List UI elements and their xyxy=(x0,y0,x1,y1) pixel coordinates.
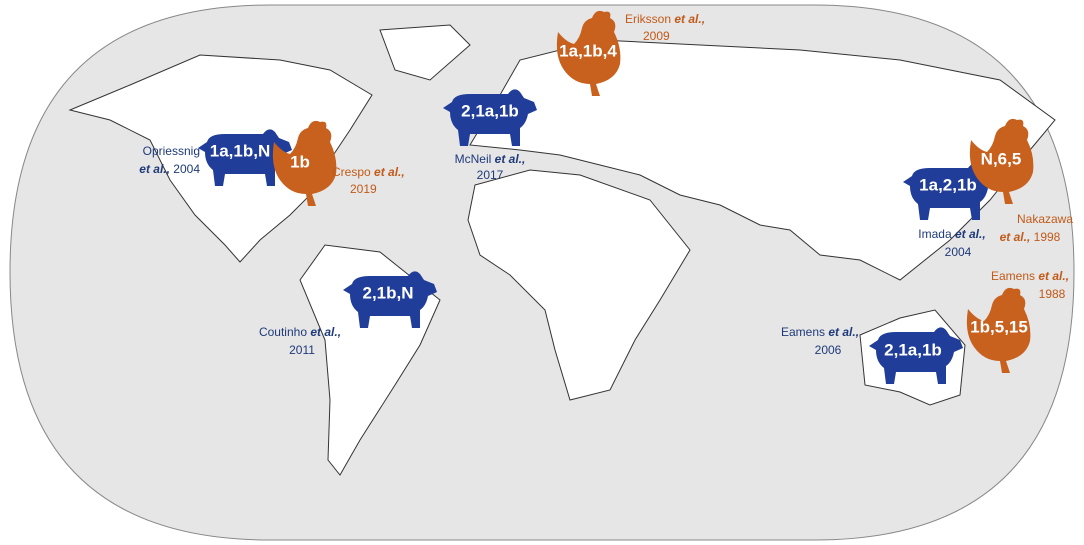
citation-etal: et al., xyxy=(828,325,859,339)
citation-etal: et al., xyxy=(955,227,986,241)
citation-etal: et al., xyxy=(495,152,526,166)
citation: Nakazawa xyxy=(1017,212,1073,226)
citation-year: 2019 xyxy=(350,182,377,196)
citation-author: Eriksson xyxy=(625,12,671,26)
citation-year: 2006 xyxy=(815,343,842,357)
eurasia xyxy=(469,39,1056,281)
serotype-label: 1a,1b,N xyxy=(210,141,270,160)
citation-year: 2011 xyxy=(289,343,315,357)
citation-author: Opriessnig xyxy=(143,144,200,158)
citation-author: Eamens xyxy=(781,325,825,339)
citation-author: Eamens xyxy=(991,269,1035,283)
citation: 2004 xyxy=(945,245,972,259)
africa xyxy=(467,169,691,401)
citation-author: Crespo xyxy=(332,165,371,179)
citation: 2011 xyxy=(289,343,315,357)
citation: McNeil et al., xyxy=(455,152,526,166)
serotype-label: 2,1a,1b xyxy=(461,101,519,120)
citation-author: Nakazawa xyxy=(1017,212,1073,226)
citation: 2017 xyxy=(477,168,504,182)
citation-etal: et al., xyxy=(1038,269,1069,283)
citation-year: 2004 xyxy=(173,162,200,176)
citation: Eriksson et al., xyxy=(625,12,705,26)
citation: et al., 2004 xyxy=(139,162,200,176)
citation-author: McNeil xyxy=(455,152,492,166)
citation: 2019 xyxy=(350,182,377,196)
citation: 1988 xyxy=(1039,287,1066,301)
citation-etal: et al., xyxy=(310,325,341,339)
citation-year: 2004 xyxy=(945,245,972,259)
serotype-label: 2,1b,N xyxy=(362,283,413,302)
citation-year: 2009 xyxy=(643,29,670,43)
citation: Coutinho et al., xyxy=(259,325,341,339)
serotype-label: 2,1a,1b xyxy=(884,340,942,359)
citation: Eamens et al., xyxy=(991,269,1069,283)
citation: Eamens et al., xyxy=(781,325,859,339)
citation-etal: et al., xyxy=(1000,230,1031,244)
citation-year: 1998 xyxy=(1034,230,1061,244)
serotype-label: 1b xyxy=(290,152,310,171)
citation-year: 2017 xyxy=(477,168,504,182)
citation-etal: et al., xyxy=(139,162,170,176)
citation: Imada et al., xyxy=(918,227,985,241)
greenland xyxy=(379,24,471,81)
citation-author: Imada xyxy=(918,227,952,241)
citation: 2009 xyxy=(643,29,670,43)
citation: Opriessnig xyxy=(143,144,200,158)
citation-year: 1988 xyxy=(1039,287,1066,301)
citation: 2006 xyxy=(815,343,842,357)
citation: Crespo et al., xyxy=(332,165,405,179)
serotype-label: 1b,5,15 xyxy=(970,317,1028,336)
citation-etal: et al., xyxy=(674,12,705,26)
serotype-label: 1a,1b,4 xyxy=(559,41,617,60)
serotype-label: N,6,5 xyxy=(981,149,1022,168)
citation-author: Coutinho xyxy=(259,325,307,339)
citation-etal: et al., xyxy=(374,165,405,179)
citation: et al., 1998 xyxy=(1000,230,1061,244)
serotype-label: 1a,2,1b xyxy=(919,175,977,194)
